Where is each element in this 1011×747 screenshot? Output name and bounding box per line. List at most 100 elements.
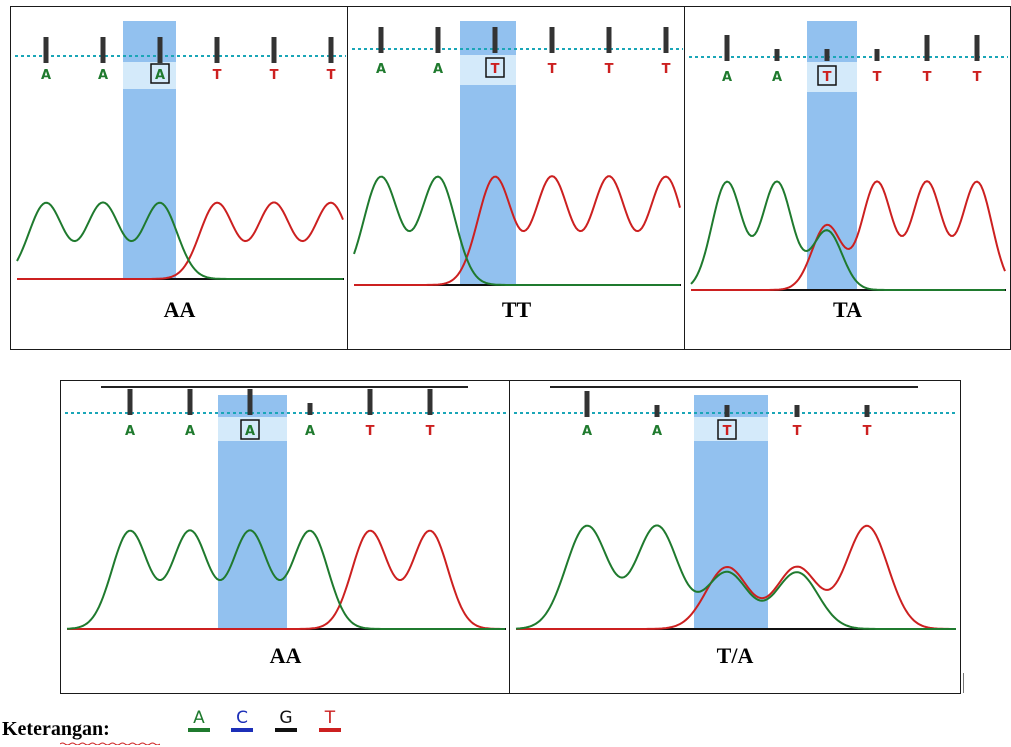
legend-item-t: T [318, 708, 342, 732]
base-call-label: T [923, 70, 932, 85]
quality-bar [606, 27, 612, 53]
base-call-label: T [823, 70, 832, 85]
legend-letter-c: C [236, 708, 248, 728]
legend-letter-g: G [279, 708, 293, 728]
quality-bar [924, 35, 930, 61]
base-call-label: T [863, 424, 872, 439]
base-call-label: T [723, 424, 732, 439]
quality-bar [974, 35, 980, 61]
genotype-label-5: T/A [716, 643, 754, 668]
base-call-label: T [973, 70, 982, 85]
quality-bar [100, 37, 106, 63]
selected-base-box [240, 419, 260, 440]
trace-a [515, 524, 956, 630]
quality-bar [874, 49, 880, 61]
quality-bar [724, 35, 730, 61]
quality-bar [654, 405, 660, 417]
genotype-label-4: AA [269, 643, 302, 668]
spellcheck-underline [60, 742, 160, 745]
genotype-label-3: TA [833, 297, 862, 322]
trace-t [17, 201, 344, 280]
base-call-label: A [772, 70, 782, 85]
genotype-label-1: AA [163, 297, 196, 322]
base-call-label: A [41, 68, 51, 83]
trace-t [691, 180, 1006, 291]
trace-a [16, 201, 343, 280]
base-call-label: T [548, 62, 557, 77]
legend-item-c: C [230, 708, 254, 732]
quality-bar [214, 37, 220, 63]
quality-bar [724, 405, 730, 417]
highlight-band [218, 417, 287, 441]
selected-base-box [717, 419, 737, 440]
base-call-label: A [433, 62, 443, 77]
base-call-label: A [652, 424, 662, 439]
quality-bar [549, 27, 555, 53]
quality-bar [435, 27, 441, 53]
quality-bar [328, 37, 334, 63]
legend-bar-a [188, 728, 210, 732]
legend-title: Keterangan: [2, 718, 110, 740]
quality-bar [427, 389, 433, 415]
base-call-label: A [582, 424, 592, 439]
base-call-label: A [98, 68, 108, 83]
highlight-band [460, 55, 516, 85]
base-call-label: A [125, 424, 135, 439]
trace-a [690, 180, 1005, 291]
quality-bar [43, 37, 49, 63]
quality-bar [492, 27, 498, 53]
quality-bar [584, 391, 590, 417]
legend-letter-t: T [324, 708, 336, 728]
quality-bar [367, 389, 373, 415]
divider-line [963, 673, 964, 693]
highlight-band [123, 62, 176, 89]
legend-item-a: A [187, 708, 211, 732]
base-call-label: T [327, 68, 336, 83]
selected-base-box [817, 65, 837, 86]
base-call-label: T [366, 424, 375, 439]
highlight-band [807, 62, 857, 92]
quality-bar [307, 403, 313, 415]
legend-letter-a: A [193, 708, 205, 728]
quality-bar [824, 49, 830, 61]
highlight-band [694, 417, 768, 441]
trace-t [516, 524, 956, 630]
quality-bar [271, 37, 277, 63]
base-call-label: T [793, 424, 802, 439]
base-call-label: A [305, 424, 315, 439]
quality-bar [247, 389, 253, 415]
selected-base-box [485, 57, 505, 78]
base-call-label: T [491, 62, 500, 77]
base-call-label: A [376, 62, 386, 77]
quality-bar [127, 389, 133, 415]
trace-a [66, 529, 505, 630]
base-call-label: T [213, 68, 222, 83]
base-call-label: A [185, 424, 195, 439]
trace-t [354, 175, 681, 286]
base-call-label: T [426, 424, 435, 439]
selected-base-box [150, 63, 170, 84]
base-call-label: T [662, 62, 671, 77]
base-call-label: T [605, 62, 614, 77]
legend-bar-c [231, 728, 253, 732]
legend-bar-g [275, 728, 297, 732]
base-call-label: T [270, 68, 279, 83]
base-call-label: T [873, 70, 882, 85]
genotype-label-2: TT [501, 297, 532, 322]
quality-bar [774, 49, 780, 61]
legend-bar-t [319, 728, 341, 732]
quality-bar [864, 405, 870, 417]
legend-item-g: G [274, 708, 298, 732]
quality-bar [663, 27, 669, 53]
base-call-label: A [245, 424, 255, 439]
chromatogram-panel-5: A A T T T T/A [509, 380, 961, 694]
quality-bar [378, 27, 384, 53]
quality-bar [794, 405, 800, 417]
